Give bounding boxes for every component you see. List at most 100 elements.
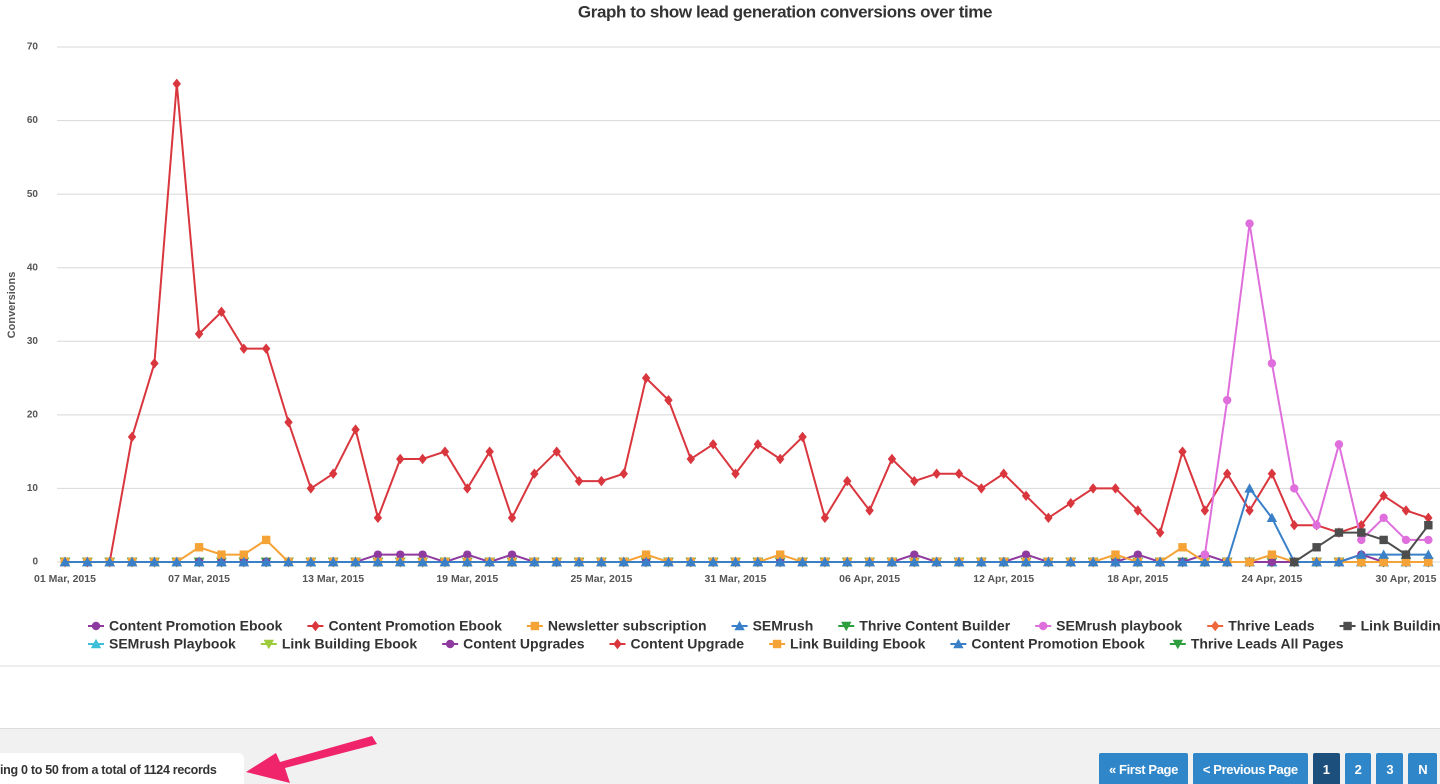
data-point bbox=[640, 556, 652, 567]
data-point bbox=[217, 550, 226, 559]
data-point bbox=[216, 556, 227, 567]
data-point bbox=[776, 550, 785, 559]
legend-label[interactable]: Thrive Leads All Pages bbox=[1191, 636, 1344, 652]
data-point bbox=[1088, 483, 1098, 494]
data-point bbox=[1245, 557, 1254, 567]
legend-label[interactable]: Link Building Ebook bbox=[282, 636, 418, 652]
data-point bbox=[932, 468, 941, 479]
page-button[interactable]: < Previous Page bbox=[1192, 753, 1308, 784]
data-point bbox=[1267, 550, 1277, 559]
data-point bbox=[440, 446, 450, 457]
y-axis-title: Conversions bbox=[6, 272, 18, 339]
data-point bbox=[1178, 543, 1187, 552]
chart-title: Graph to show lead generation conversion… bbox=[578, 2, 992, 21]
legend-marker bbox=[1172, 639, 1184, 650]
data-point bbox=[685, 556, 696, 567]
data-point bbox=[708, 439, 718, 450]
data-point bbox=[372, 556, 384, 567]
x-tick-label: 07 Mar, 2015 bbox=[168, 573, 230, 585]
data-point bbox=[1357, 535, 1366, 545]
legend-label[interactable]: SEMrush playbook bbox=[1056, 618, 1182, 634]
legend-label[interactable]: SEMrush bbox=[753, 618, 814, 634]
data-point bbox=[931, 556, 942, 567]
data-point bbox=[910, 475, 919, 487]
legend-marker bbox=[841, 621, 852, 632]
legend-marker bbox=[1343, 621, 1352, 631]
legend-label[interactable]: Newsletter subscription bbox=[548, 618, 707, 634]
data-point bbox=[551, 556, 562, 567]
data-point bbox=[1423, 549, 1434, 559]
legend-label[interactable]: Content Upgrades bbox=[463, 636, 585, 652]
data-point bbox=[1424, 557, 1433, 567]
data-point bbox=[351, 424, 360, 435]
data-point bbox=[1379, 535, 1388, 545]
legend-marker bbox=[445, 639, 455, 649]
page-button[interactable]: « First Page bbox=[1099, 753, 1188, 784]
data-point bbox=[1312, 521, 1321, 530]
chart: Graph to show lead generation conversion… bbox=[0, 2, 1440, 667]
legend-label[interactable]: Thrive Leads bbox=[1228, 618, 1315, 634]
page-button[interactable]: N bbox=[1408, 753, 1438, 784]
data-point bbox=[261, 535, 271, 545]
data-point bbox=[329, 468, 338, 479]
legend-label[interactable]: Content Promotion Ebook bbox=[328, 618, 502, 634]
data-point bbox=[977, 483, 986, 494]
data-point bbox=[820, 512, 830, 524]
series-line bbox=[1203, 223, 1429, 555]
data-point bbox=[1244, 483, 1255, 493]
data-point bbox=[1401, 535, 1411, 545]
page-button[interactable]: 2 bbox=[1344, 753, 1372, 784]
x-tick-label: 19 Mar, 2015 bbox=[436, 573, 498, 585]
data-point bbox=[1066, 497, 1075, 509]
data-point bbox=[1154, 556, 1166, 567]
data-point bbox=[619, 468, 628, 479]
data-point bbox=[1290, 484, 1299, 493]
data-point bbox=[1044, 512, 1053, 524]
data-point bbox=[776, 453, 785, 465]
legend-marker bbox=[953, 638, 964, 649]
data-point bbox=[1178, 446, 1187, 457]
legend-marker bbox=[772, 639, 782, 649]
data-point bbox=[507, 550, 517, 559]
data-point bbox=[887, 453, 897, 465]
data-point bbox=[1020, 556, 1032, 567]
page-button[interactable]: 1 bbox=[1312, 753, 1340, 784]
data-point bbox=[573, 556, 585, 567]
legend-label[interactable]: Content Upgrade bbox=[630, 636, 744, 652]
legend-label[interactable]: Link Building Ebook bbox=[790, 636, 926, 652]
data-point bbox=[1110, 556, 1121, 567]
data-point bbox=[953, 556, 965, 567]
legend-label[interactable]: Thrive Content Builder bbox=[859, 618, 1010, 634]
data-point bbox=[529, 556, 540, 567]
data-point bbox=[1357, 520, 1366, 531]
data-point bbox=[127, 431, 137, 443]
data-point bbox=[1267, 468, 1277, 479]
data-point bbox=[819, 556, 831, 567]
data-point bbox=[731, 468, 740, 479]
data-point bbox=[1267, 359, 1277, 368]
data-point bbox=[1424, 512, 1433, 524]
x-tick-label: 06 Apr, 2015 bbox=[839, 573, 900, 585]
x-tick-label: 12 Apr, 2015 bbox=[973, 573, 1034, 585]
data-point bbox=[1199, 556, 1211, 567]
data-point bbox=[999, 468, 1008, 479]
data-point bbox=[843, 475, 852, 487]
data-point bbox=[1043, 556, 1054, 567]
data-point bbox=[1290, 557, 1299, 567]
data-point bbox=[1267, 557, 1277, 567]
legend-label[interactable]: Content Promotion Ebook bbox=[109, 618, 283, 634]
data-point bbox=[1424, 521, 1433, 530]
data-point bbox=[597, 475, 606, 487]
data-point bbox=[1356, 549, 1367, 559]
page-button[interactable]: 3 bbox=[1376, 753, 1404, 784]
data-point bbox=[1132, 556, 1143, 567]
x-tick-label: 30 Apr, 2015 bbox=[1376, 573, 1437, 585]
y-tick-label: 50 bbox=[27, 189, 39, 200]
legend-label[interactable]: Link Building bbox=[1361, 618, 1440, 634]
legend-label[interactable]: SEMrush Playbook bbox=[109, 636, 236, 652]
data-point bbox=[239, 343, 248, 354]
legend-label[interactable]: Content Promotion Ebook bbox=[971, 636, 1145, 652]
data-point bbox=[865, 505, 874, 516]
data-point bbox=[1334, 440, 1344, 449]
y-tick-label: 20 bbox=[27, 409, 39, 420]
